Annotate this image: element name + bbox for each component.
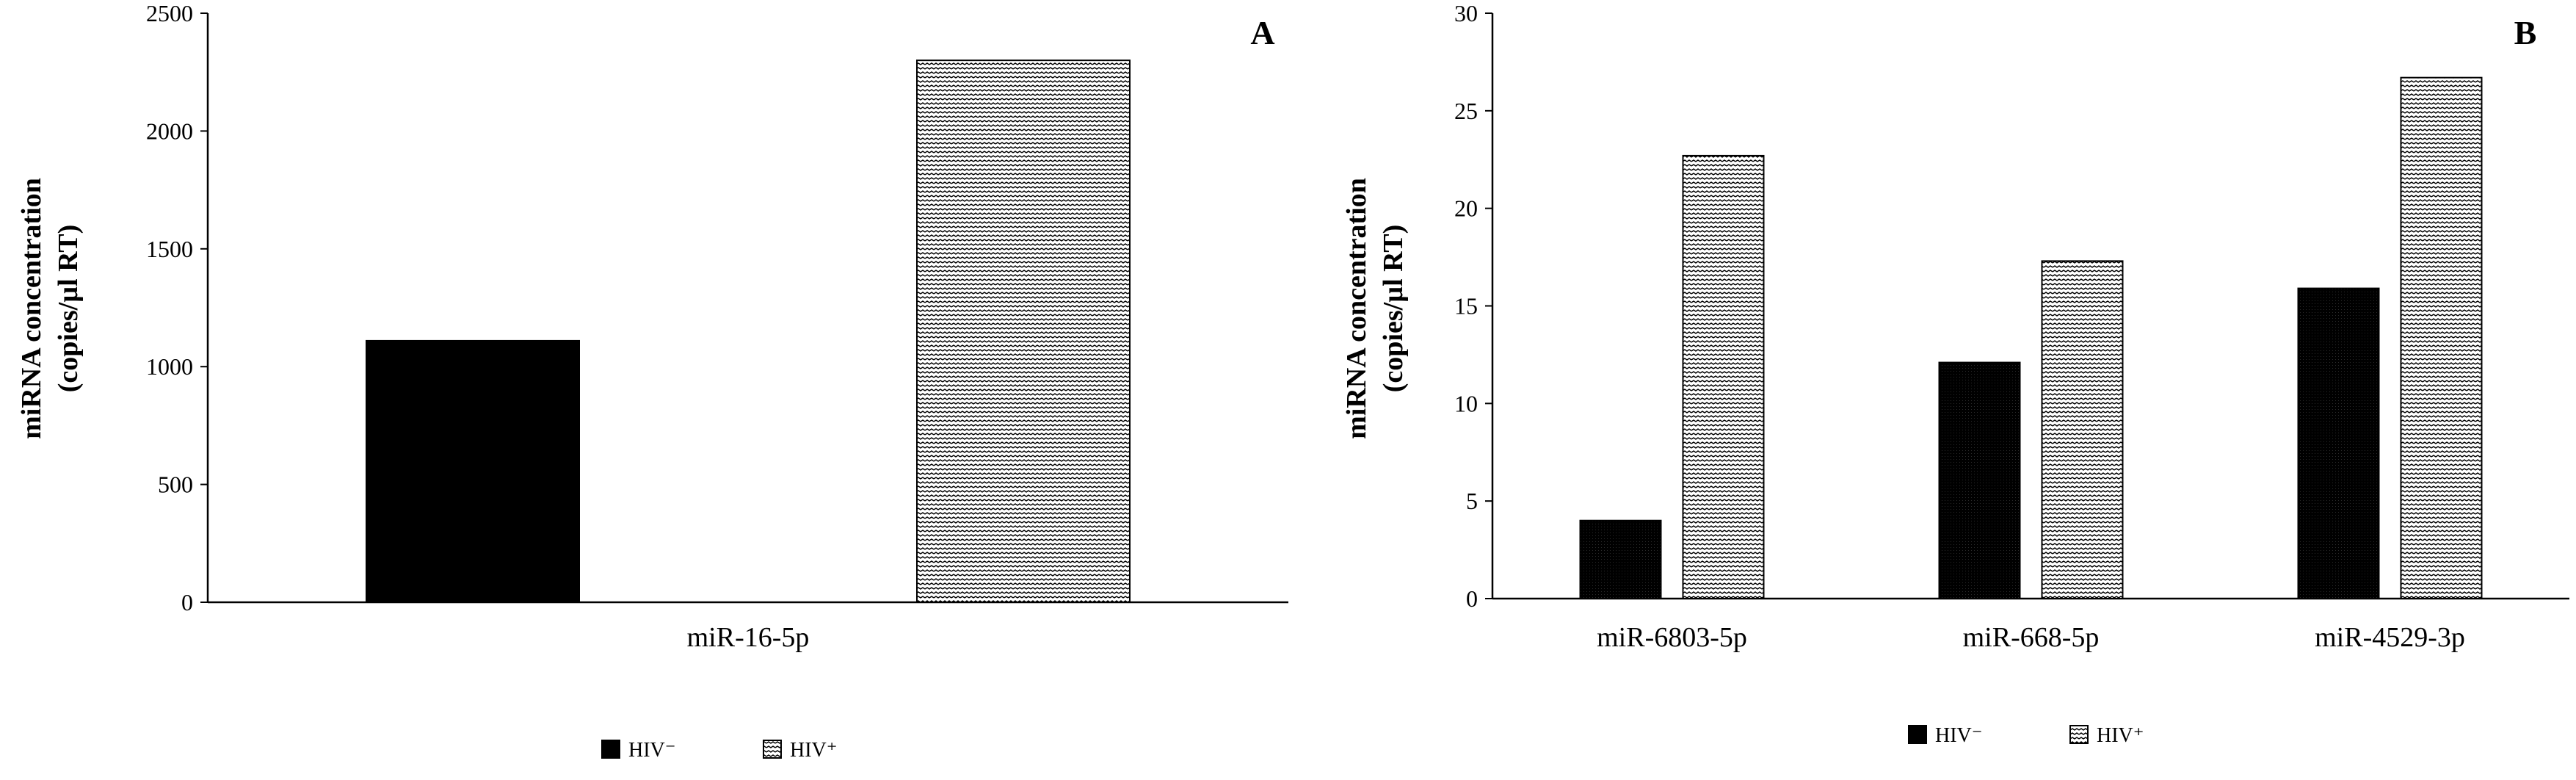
panel-a-chart: 0 500 1000 1500 2000 2500 miR-16-5p A miRNA c… <box>16 0 1288 762</box>
y-tick-label: 2000 <box>146 118 193 144</box>
y-tick-label: 1500 <box>146 236 193 262</box>
panel-a-legend: HIV⁻ HIV⁺ <box>601 739 838 762</box>
legend-swatch-hiv-positive <box>2069 725 2089 744</box>
legend-label-hiv-negative: HIV⁻ <box>1935 724 1983 747</box>
category-label: miR-4529-3p <box>2315 622 2465 653</box>
legend-swatch-hiv-negative <box>1908 725 1927 744</box>
legend-label-hiv-positive: HIV⁺ <box>2097 724 2144 747</box>
y-tick-label: 0 <box>1466 585 1478 612</box>
legend-label-hiv-negative: HIV⁻ <box>628 739 676 762</box>
panel-b-y-axis-title-line1: miRNA concentration <box>1341 178 1372 439</box>
panel-a-bars <box>366 59 1131 604</box>
y-tick-label: 1000 <box>146 353 193 380</box>
panel-b-chart: 0 5 10 15 20 25 30 miR-6803-5p miR-668-5p miR-45… <box>1341 0 2569 747</box>
panel-b-bars <box>1579 76 2483 600</box>
bar-hiv-positive <box>1682 154 1765 600</box>
y-tick-label: 500 <box>158 472 193 498</box>
panel-a-label: A <box>1250 14 1274 51</box>
y-tick-label: 25 <box>1454 98 1478 124</box>
panel-a-y-axis-title-line1: miRNA concentration <box>16 178 47 439</box>
panel-b-y-axis-title-line2: (copies/µl RT) <box>1378 225 1409 392</box>
y-tick-label: 30 <box>1454 0 1478 26</box>
bar-hiv-positive <box>2400 76 2483 600</box>
panel-b-label: B <box>2514 14 2537 51</box>
y-tick-label: 15 <box>1454 293 1478 319</box>
y-tick-label: 0 <box>181 589 193 615</box>
legend-label-hiv-positive: HIV⁺ <box>790 739 838 762</box>
category-label: miR-668-5p <box>1963 622 2100 653</box>
y-tick-label: 5 <box>1466 488 1478 514</box>
panel-b-categories: miR-6803-5p miR-668-5p miR-4529-3p <box>1597 622 2465 653</box>
panel-a-y-axis-title-line2: (copies/µl RT) <box>53 225 84 392</box>
category-label: miR-6803-5p <box>1597 622 1747 653</box>
y-tick-label: 20 <box>1454 195 1478 222</box>
bar-hiv-negative <box>2297 287 2380 599</box>
y-tick-label: 10 <box>1454 390 1478 416</box>
bar-hiv-negative <box>1938 361 2021 599</box>
bar-hiv-negative <box>366 339 580 603</box>
bar-hiv-positive <box>916 59 1131 604</box>
panel-a-categories: miR-16-5p <box>687 622 810 653</box>
legend-swatch-hiv-negative <box>601 740 620 759</box>
panel-a-y-ticks: 0 500 1000 1500 2000 2500 <box>146 0 208 615</box>
legend-swatch-hiv-positive <box>763 740 782 759</box>
category-label: miR-16-5p <box>687 622 810 653</box>
panel-b-legend: HIV⁻ HIV⁺ <box>1908 724 2144 747</box>
y-tick-label: 2500 <box>146 0 193 26</box>
bar-hiv-negative <box>1579 519 1662 600</box>
bar-hiv-positive <box>2041 260 2124 599</box>
panel-b-y-ticks: 0 5 10 15 20 25 30 <box>1454 0 1492 612</box>
